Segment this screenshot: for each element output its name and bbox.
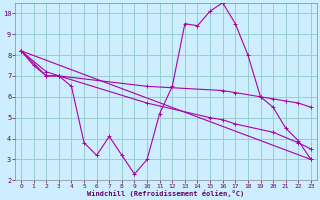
X-axis label: Windchill (Refroidissement éolien,°C): Windchill (Refroidissement éolien,°C) (87, 190, 244, 197)
